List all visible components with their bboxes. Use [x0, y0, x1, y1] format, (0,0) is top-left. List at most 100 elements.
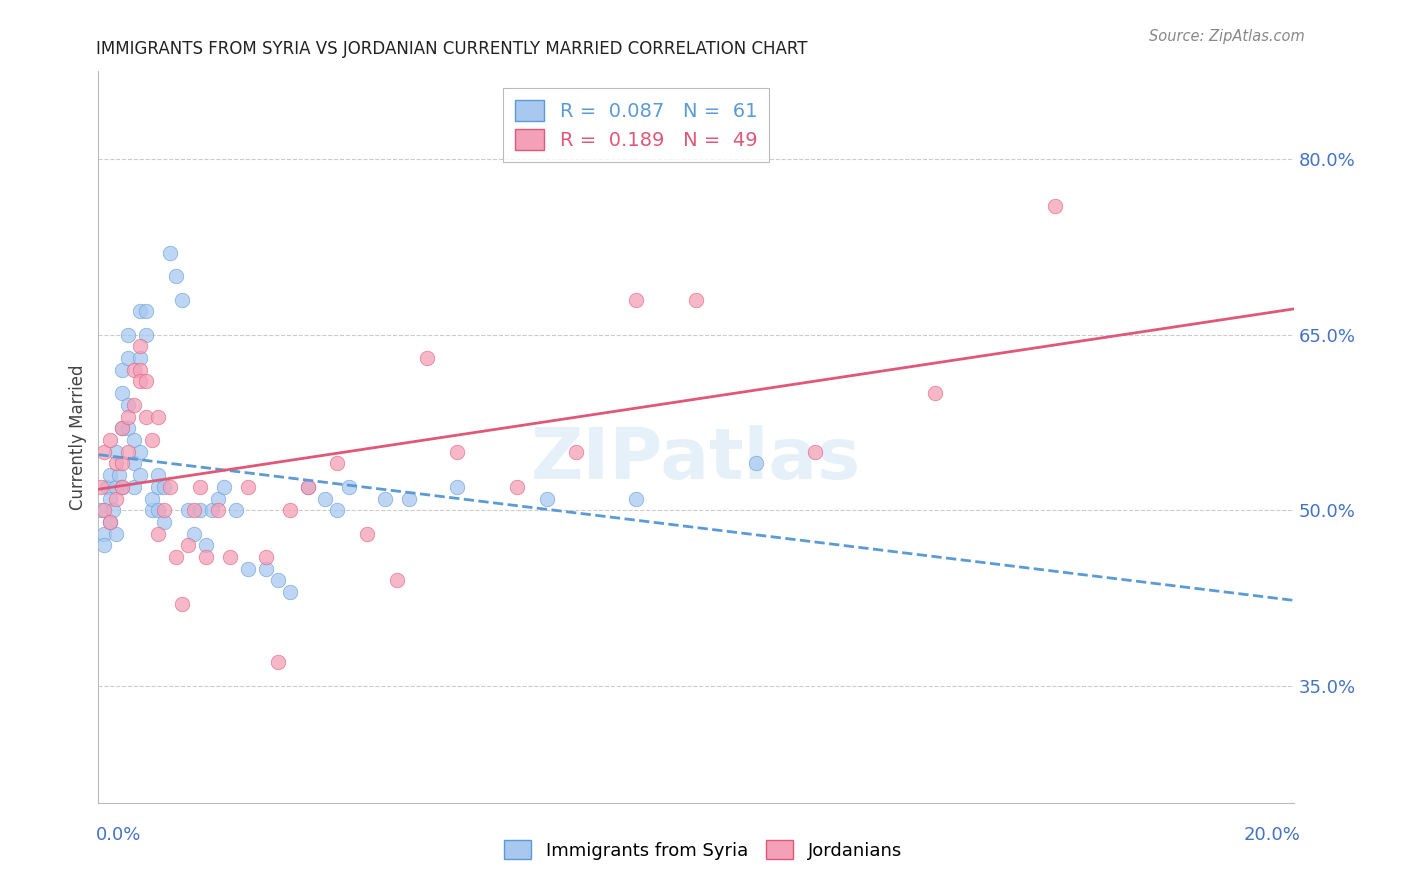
Point — [165, 269, 187, 284]
Point — [124, 433, 146, 447]
Point — [111, 421, 134, 435]
Point — [148, 503, 170, 517]
Point — [135, 409, 157, 424]
Point — [183, 526, 205, 541]
Point — [103, 503, 125, 517]
Point — [385, 574, 409, 588]
Legend: Immigrants from Syria, Jordanians: Immigrants from Syria, Jordanians — [496, 833, 910, 867]
Point — [177, 538, 200, 552]
Point — [339, 480, 361, 494]
Point — [93, 538, 115, 552]
Point — [98, 491, 122, 506]
Point — [212, 480, 235, 494]
Point — [111, 386, 134, 401]
Point — [297, 480, 319, 494]
Point — [315, 491, 337, 506]
Point — [105, 480, 128, 494]
Point — [225, 503, 247, 517]
Point — [398, 491, 420, 506]
Point — [446, 480, 468, 494]
Point — [93, 444, 115, 458]
Point — [924, 386, 946, 401]
Point — [626, 293, 648, 307]
Point — [117, 444, 139, 458]
Text: Source: ZipAtlas.com: Source: ZipAtlas.com — [1149, 29, 1305, 44]
Point — [98, 468, 122, 483]
Point — [148, 468, 170, 483]
Point — [117, 351, 139, 365]
Point — [254, 562, 277, 576]
Point — [111, 363, 134, 377]
Point — [201, 503, 224, 517]
Point — [111, 480, 134, 494]
Point — [195, 538, 218, 552]
Point — [159, 245, 181, 260]
Point — [105, 491, 128, 506]
Text: 0.0%: 0.0% — [96, 826, 141, 844]
Point — [135, 304, 157, 318]
Point — [267, 656, 290, 670]
Point — [267, 574, 290, 588]
Point — [93, 526, 115, 541]
Point — [111, 421, 134, 435]
Point — [98, 515, 122, 529]
Point — [90, 503, 112, 517]
Point — [124, 480, 146, 494]
Point — [129, 444, 152, 458]
Point — [506, 480, 529, 494]
Point — [183, 503, 205, 517]
Point — [278, 503, 301, 517]
Point — [536, 491, 558, 506]
Point — [446, 444, 468, 458]
Point — [745, 457, 768, 471]
Point — [1043, 199, 1066, 213]
Point — [129, 468, 152, 483]
Point — [153, 480, 176, 494]
Point — [153, 515, 176, 529]
Point — [105, 526, 128, 541]
Point — [117, 398, 139, 412]
Point — [219, 549, 242, 564]
Point — [98, 433, 122, 447]
Point — [188, 503, 211, 517]
Point — [129, 351, 152, 365]
Point — [129, 339, 152, 353]
Point — [141, 503, 163, 517]
Point — [148, 480, 170, 494]
Point — [326, 503, 349, 517]
Point — [626, 491, 648, 506]
Point — [141, 491, 163, 506]
Point — [129, 375, 152, 389]
Point — [159, 480, 181, 494]
Point — [105, 444, 128, 458]
Point — [108, 468, 131, 483]
Point — [93, 503, 115, 517]
Point — [111, 457, 134, 471]
Point — [117, 327, 139, 342]
Point — [124, 398, 146, 412]
Point — [98, 515, 122, 529]
Point — [195, 549, 218, 564]
Point — [111, 480, 134, 494]
Point — [685, 293, 707, 307]
Point — [188, 480, 211, 494]
Point — [326, 457, 349, 471]
Legend: R =  0.087   N =  61, R =  0.189   N =  49: R = 0.087 N = 61, R = 0.189 N = 49 — [503, 88, 769, 161]
Point — [207, 491, 229, 506]
Point — [804, 444, 827, 458]
Point — [254, 549, 277, 564]
Point — [96, 480, 118, 494]
Point — [135, 327, 157, 342]
Point — [124, 363, 146, 377]
Point — [90, 480, 112, 494]
Point — [124, 457, 146, 471]
Point — [278, 585, 301, 599]
Point — [148, 409, 170, 424]
Point — [177, 503, 200, 517]
Point — [105, 457, 128, 471]
Point — [148, 526, 170, 541]
Point — [374, 491, 396, 506]
Point — [565, 444, 588, 458]
Point — [416, 351, 439, 365]
Point — [236, 480, 259, 494]
